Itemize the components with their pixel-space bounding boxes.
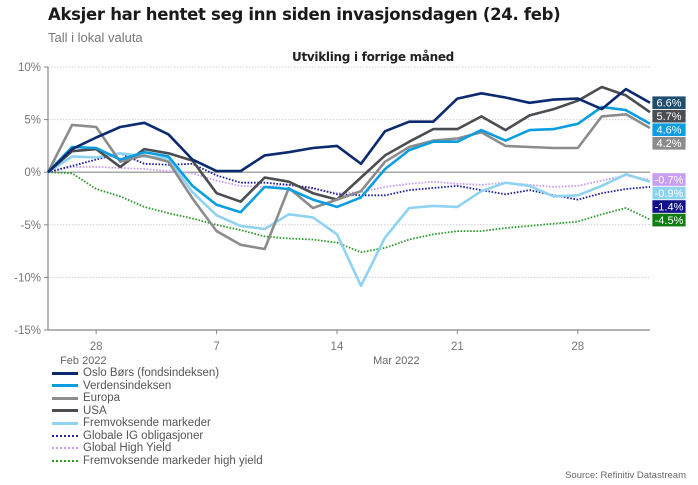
legend-label: Global High Yield (83, 442, 172, 455)
grid-lines (48, 66, 650, 278)
legend-swatch (52, 384, 78, 388)
legend-swatch (52, 447, 78, 450)
y-tick-label: 5% (24, 115, 41, 127)
y-tick-label: -5% (21, 220, 41, 232)
x-month-label: Mar 2022 (373, 355, 419, 367)
end-label: 4.6% (651, 122, 687, 137)
legend: Oslo Børs (fondsindeksen) Verdensindeksen… (52, 367, 263, 467)
end-label: 6.6% (651, 95, 687, 110)
end-label: -0.7% (651, 172, 687, 187)
series-line-usa (47, 85, 651, 203)
x-tick-label: 28 (90, 341, 103, 353)
chart-title: Utvikling i forrige måned (292, 50, 454, 64)
series-line-fremvoksende-markeder (47, 152, 651, 288)
legend-item: USA (52, 405, 263, 418)
series-line-oslo-b-rs-fondsindeksen (47, 87, 651, 174)
y-tick-label: 10% (18, 62, 41, 74)
end-label: 4.2% (651, 136, 687, 151)
legend-swatch (52, 396, 78, 400)
legend-label: Oslo Børs (fondsindeksen) (83, 367, 220, 380)
axes: 10% 5% 0% -5% -10% -15% 28 7 14 21 28 Feb 2022 Mar 2… (14, 62, 650, 367)
series-line-europa (46, 113, 651, 251)
x-tick-label: 28 (571, 341, 584, 353)
legend-label: USA (83, 404, 107, 417)
legend-swatch (52, 409, 78, 413)
x-tick-label: 14 (331, 341, 344, 353)
end-label-box (651, 212, 687, 228)
legend-item: Fremvoksende markeder high yield (52, 455, 263, 468)
end-label-text: 4.6% (656, 125, 681, 137)
end-label-box (651, 136, 687, 151)
end-label: 5.7% (651, 109, 687, 124)
legend-label: Europa (83, 392, 121, 405)
end-label-text: 6.6% (656, 98, 681, 110)
series-line-verdensindeksen (47, 105, 651, 214)
legend-label: Fremvoksende markeder (83, 417, 211, 430)
end-label-text: -1.4% (655, 201, 684, 213)
series-lines (46, 85, 651, 288)
series-line-fremvoksende-markeder-high-yield (47, 171, 651, 254)
end-label-text: -0.7% (655, 174, 684, 186)
source-note: Source: Refinitiv Datastream (565, 470, 686, 481)
legend-label: Globale IG obligasjoner (83, 429, 204, 442)
series-line-global-high-yield (47, 165, 651, 195)
end-label-text: -4.5% (655, 215, 684, 227)
page-subtitle: Tall i lokal valuta (48, 30, 143, 45)
page-title: Aksjer har hentet seg inn siden invasjon… (48, 5, 561, 24)
y-tick-label: -10% (14, 272, 41, 284)
end-label-text: 4.2% (656, 138, 681, 150)
legend-item: Verdensindeksen (52, 380, 263, 393)
end-label-text: -0.9% (655, 188, 684, 200)
legend-label: Verdensindeksen (83, 379, 172, 392)
y-tick-label: 0% (24, 167, 41, 179)
legend-item: Globale IG obligasjoner (52, 430, 263, 443)
end-label: -0.9% (651, 185, 687, 201)
legend-item: Global High Yield (52, 442, 263, 455)
legend-label: Fremvoksende markeder high yield (83, 454, 263, 467)
legend-item: Europa (52, 392, 263, 405)
end-labels: 6.6%5.7% 4.6%4.2% -0.7% -0.9%-1.4% -4.5% (651, 95, 687, 228)
end-label-text: 5.7% (656, 111, 681, 123)
legend-swatch (52, 459, 78, 462)
x-month-label: Feb 2022 (60, 355, 106, 367)
legend-item: Fremvoksende markeder (52, 417, 263, 430)
y-tick-label: -15% (14, 325, 41, 337)
x-tick-label: 21 (451, 341, 464, 353)
legend-swatch (52, 371, 78, 375)
legend-swatch (52, 421, 78, 425)
x-tick-label: 7 (213, 341, 219, 353)
end-label: -1.4% (651, 199, 687, 214)
end-label: -4.5% (651, 212, 687, 228)
legend-swatch (52, 434, 78, 437)
legend-item: Oslo Børs (fondsindeksen) (52, 367, 263, 380)
